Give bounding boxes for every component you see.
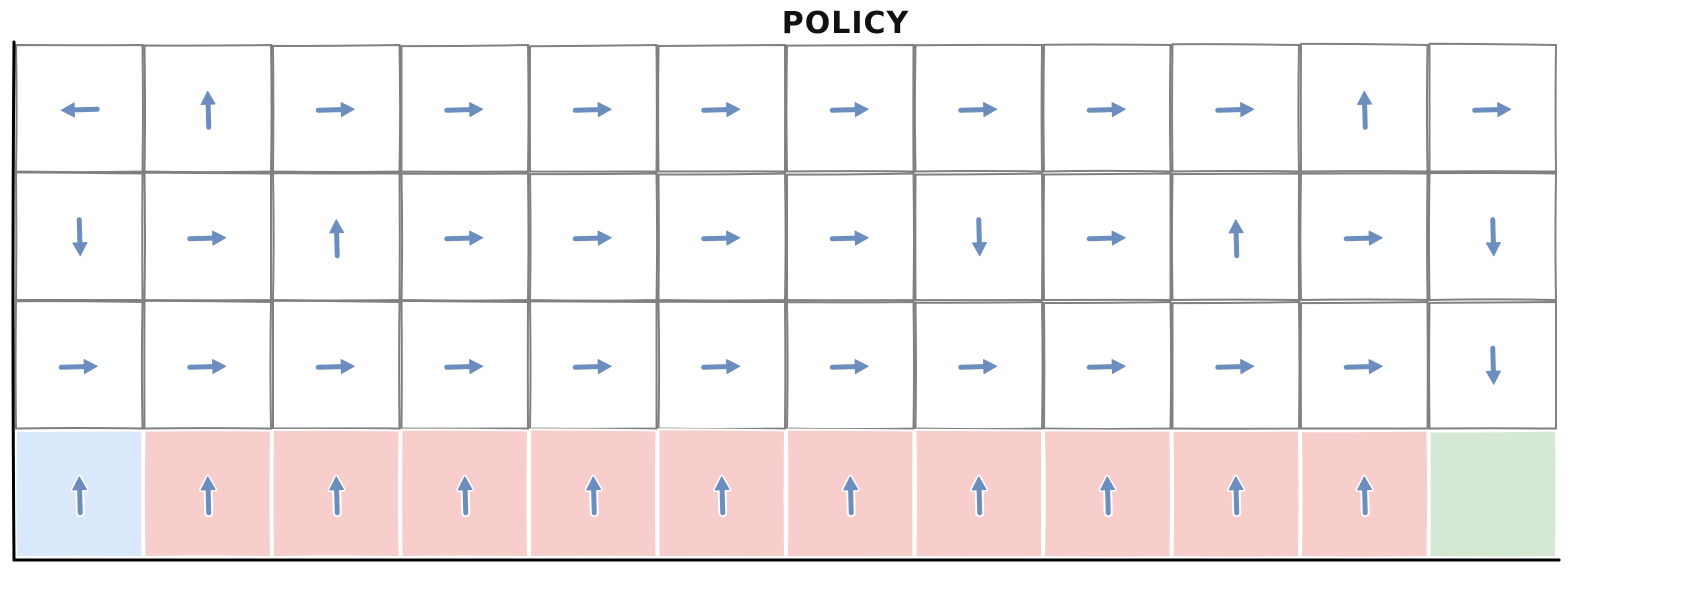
cell-goal-r3-c11 bbox=[1428, 429, 1558, 559]
arrow-up-icon bbox=[456, 474, 475, 518]
page-title: POLICY bbox=[781, 6, 910, 41]
arrow-right-icon bbox=[187, 359, 227, 375]
arrow-up-icon bbox=[1227, 474, 1246, 518]
arrow-up-icon bbox=[1357, 90, 1373, 130]
arrow-down-icon bbox=[1485, 345, 1501, 385]
arrow-right-icon bbox=[1215, 359, 1255, 375]
arrow-right-icon bbox=[958, 359, 998, 375]
arrow-right-icon bbox=[315, 102, 355, 118]
arrow-down-icon bbox=[971, 217, 987, 257]
arrow-right-icon bbox=[1086, 230, 1126, 246]
arrow-right-icon bbox=[444, 359, 484, 375]
arrow-right-icon bbox=[701, 359, 741, 375]
arrow-right-icon bbox=[701, 102, 741, 118]
arrow-up-icon bbox=[329, 219, 345, 259]
axis-bottom-spine bbox=[12, 558, 1561, 563]
arrow-up-icon bbox=[1355, 474, 1374, 518]
arrow-right-icon bbox=[1343, 359, 1383, 375]
arrow-right-icon bbox=[958, 102, 998, 118]
arrow-up-icon bbox=[327, 474, 346, 518]
arrow-down-icon bbox=[1485, 217, 1501, 257]
arrow-up-icon bbox=[199, 474, 218, 518]
arrow-up-icon bbox=[1228, 219, 1244, 259]
arrow-up-icon bbox=[70, 474, 89, 518]
cells-layer bbox=[14, 42, 1558, 559]
arrow-down-icon bbox=[72, 217, 88, 257]
arrow-up-icon bbox=[584, 474, 603, 518]
arrow-up-icon bbox=[970, 474, 989, 518]
arrow-up-icon bbox=[1098, 474, 1117, 518]
arrow-right-icon bbox=[444, 230, 484, 246]
arrow-right-icon bbox=[315, 359, 355, 375]
arrow-right-icon bbox=[701, 230, 741, 246]
arrow-right-icon bbox=[1343, 230, 1383, 246]
arrow-right-icon bbox=[829, 102, 869, 118]
arrow-right-icon bbox=[58, 359, 98, 375]
arrow-right-icon bbox=[444, 102, 484, 118]
arrow-right-icon bbox=[1472, 102, 1512, 118]
axis-layer bbox=[11, 40, 1561, 563]
arrow-up-icon bbox=[200, 90, 216, 130]
arrow-up-icon bbox=[841, 474, 860, 518]
axis-left-spine bbox=[11, 40, 16, 562]
arrow-up-icon bbox=[713, 474, 732, 518]
arrow-right-icon bbox=[829, 359, 869, 375]
arrow-right-icon bbox=[1215, 102, 1255, 118]
arrow-right-icon bbox=[572, 230, 612, 246]
arrow-right-icon bbox=[1086, 102, 1126, 118]
arrow-right-icon bbox=[572, 359, 612, 375]
arrow-right-icon bbox=[572, 102, 612, 118]
arrow-right-icon bbox=[1086, 359, 1126, 375]
arrows-layer bbox=[58, 90, 1512, 518]
arrow-right-icon bbox=[187, 230, 227, 246]
arrow-left-icon bbox=[60, 102, 100, 118]
arrow-right-icon bbox=[829, 230, 869, 246]
